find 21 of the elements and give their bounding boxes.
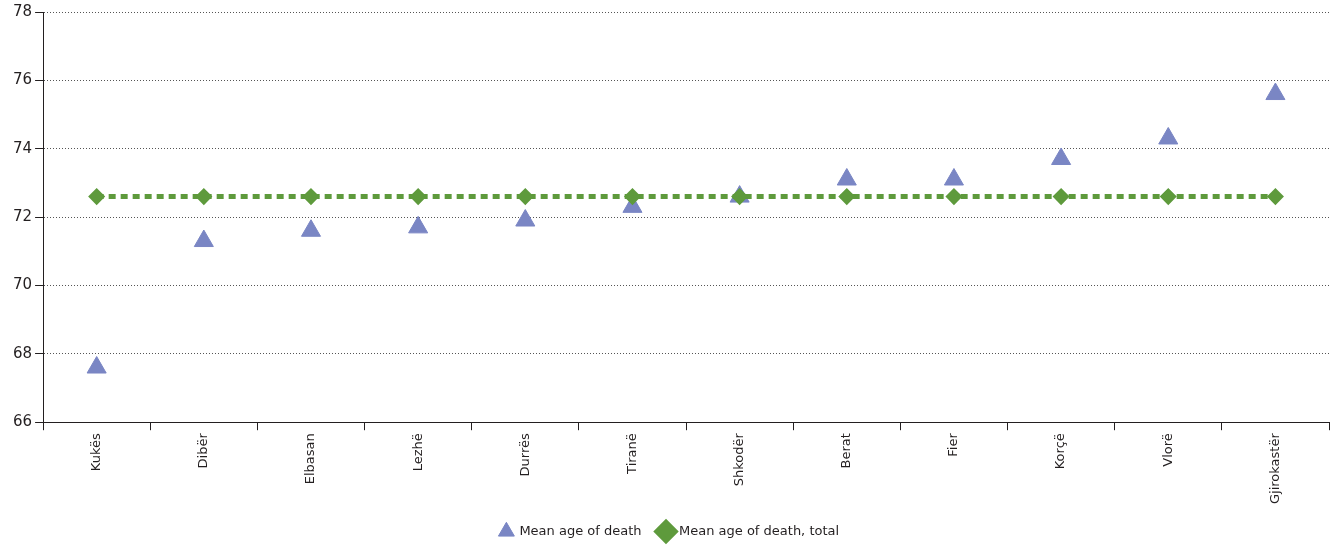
x-tick-label: Korçë — [1052, 433, 1068, 470]
y-tick-label: 72 — [12, 207, 33, 225]
y-tick-label: 66 — [12, 412, 33, 431]
y-tick-label: 70 — [12, 275, 33, 294]
x-tick-label: Fier — [945, 432, 961, 457]
x-tick-label: Lezhë — [409, 433, 425, 472]
legend-label: Mean age of death — [519, 522, 642, 538]
y-tick-label: 74 — [12, 138, 33, 157]
x-tick-label: Berat — [838, 433, 854, 469]
y-tick-label: 78 — [12, 1, 33, 20]
x-tick-label: Gjirokastër — [1266, 432, 1282, 505]
x-tick-label: Dibër — [195, 432, 211, 469]
legend-label: Mean age of death, total — [679, 522, 840, 538]
y-tick-label: 68 — [12, 343, 33, 362]
x-tick-label: Durrës — [516, 432, 532, 477]
x-tick-label: Kukës — [88, 432, 104, 472]
x-tick-label: Shkodër — [731, 432, 746, 487]
x-tick-label: Tiranë — [623, 433, 639, 475]
x-tick-label: Elbasan — [302, 433, 318, 485]
y-tick-label: 76 — [12, 70, 33, 89]
x-tick-label: Vlorë — [1159, 433, 1175, 467]
